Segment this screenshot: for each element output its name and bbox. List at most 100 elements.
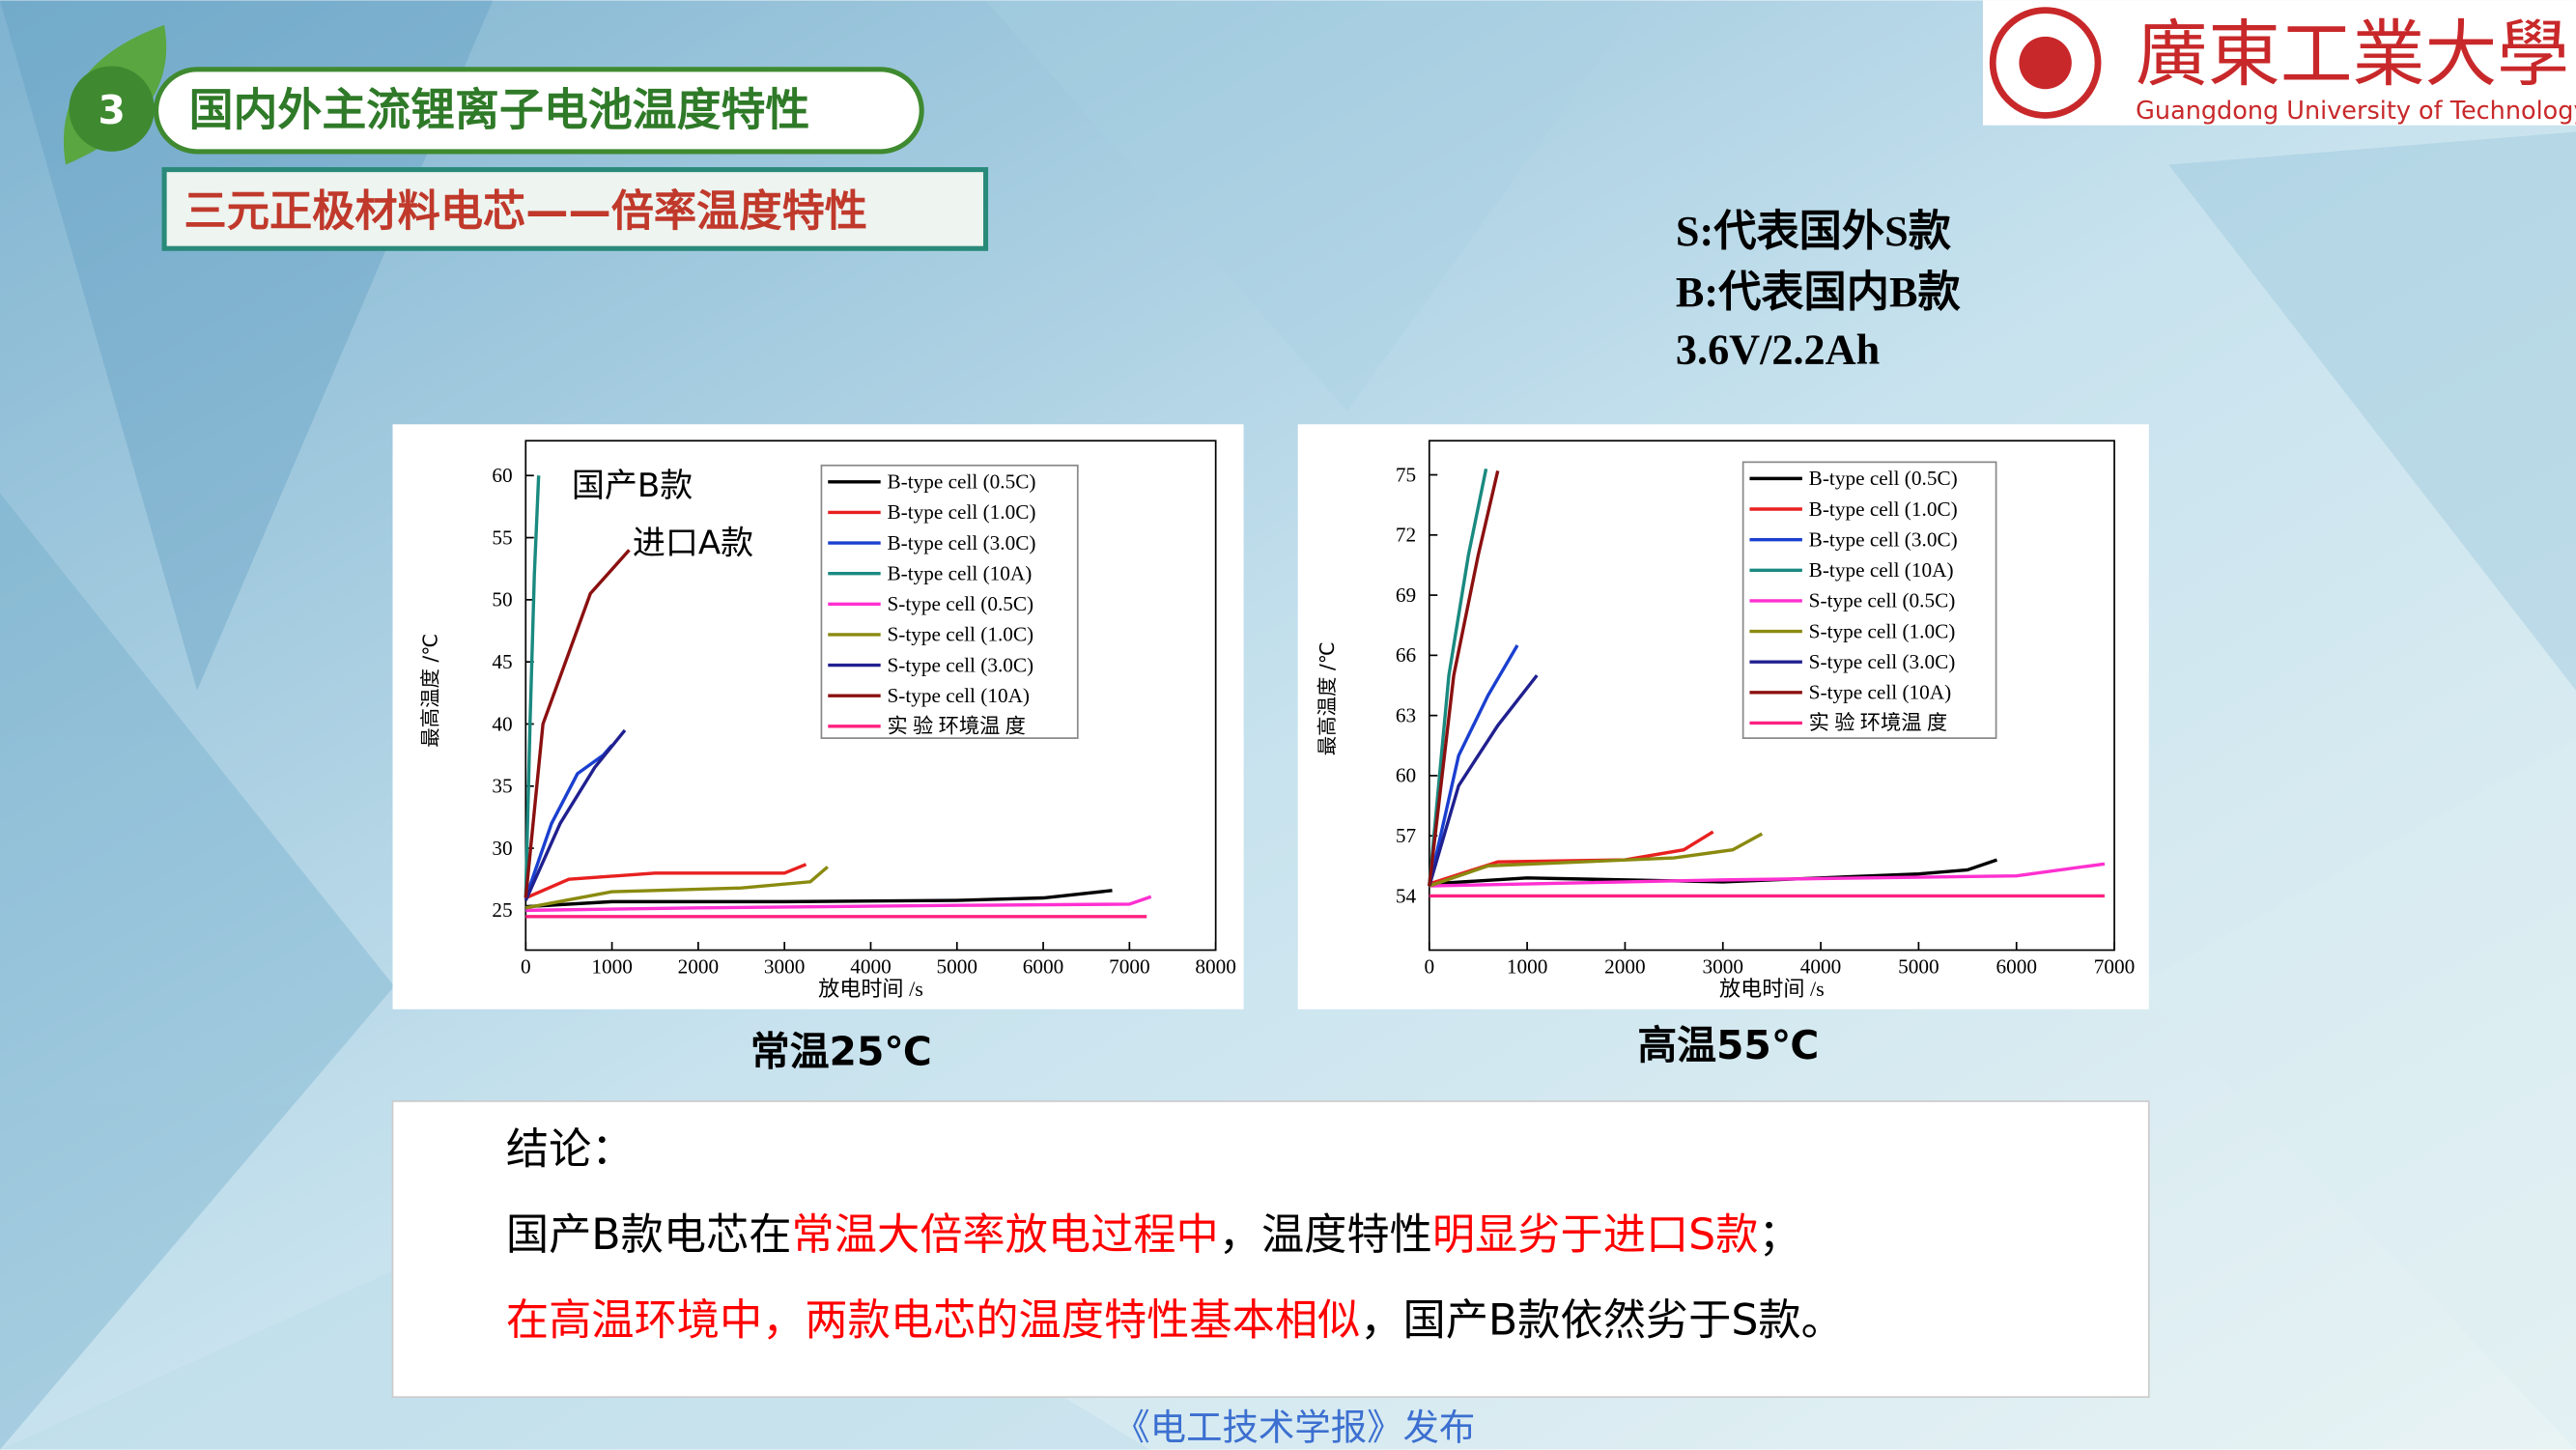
x-tick-label: 3000 (764, 954, 806, 978)
y-tick-label: 40 (492, 712, 512, 735)
y-axis-label: 最高温度 /℃ (418, 634, 441, 748)
number-badge (69, 66, 155, 152)
x-axis-label: 放电时间 /s (818, 977, 923, 1001)
series-line (1429, 862, 2106, 888)
y-tick-label: 25 (492, 898, 512, 922)
conclusion-segment: 在高温环境中，两款电芯的温度特性基本相似 (506, 1296, 1360, 1346)
legend-label: S-type cell (10A) (1809, 681, 1952, 704)
y-tick-label: 69 (1396, 583, 1416, 607)
conclusion-line: 在高温环境中，两款电芯的温度特性基本相似，国产B款依然劣于S款。 (506, 1296, 1844, 1346)
series-line (524, 866, 829, 910)
legend-label: B-type cell (10A) (887, 561, 1032, 584)
y-tick-label: 75 (1396, 463, 1416, 486)
conclusion-segment: 国产B款电芯在 (506, 1210, 792, 1260)
logo-english: Guangdong University of Technology (2136, 97, 2576, 126)
conclusion-line: 国产B款电芯在常温大倍率放电过程中，温度特性明显劣于进口S款； (506, 1210, 1801, 1260)
x-tick-label: 1000 (1507, 954, 1548, 978)
x-tick-label: 2000 (678, 954, 720, 978)
x-tick-label: 0 (1424, 954, 1434, 978)
conclusion-segment: ，温度特性 (1219, 1210, 1432, 1260)
legend-label: S-type cell (0.5C) (887, 592, 1033, 615)
chart-panel (1297, 424, 2149, 1009)
annotation: 进口A款 (633, 525, 753, 563)
legend-label: B-type cell (10A) (1809, 558, 1954, 582)
conclusion-title: 结论： (506, 1125, 635, 1175)
y-axis-label: 最高温度 /℃ (1316, 641, 1339, 755)
y-tick-label: 66 (1396, 643, 1416, 667)
x-axis-label: 放电时间 /s (1719, 977, 1825, 1001)
x-tick-label: 5000 (1898, 954, 1939, 978)
y-tick-label: 50 (492, 588, 512, 611)
legend-label: B-type cell (0.5C) (887, 470, 1035, 494)
conclusion-segment: 明显劣于进口S款 (1432, 1210, 1759, 1260)
section-number: 3 (98, 87, 125, 133)
x-tick-label: 1000 (591, 954, 633, 978)
legend-label: S-type cell (1.0C) (887, 623, 1033, 646)
x-tick-label: 6000 (1996, 954, 2037, 978)
conclusion-segment: ，国产B款依然劣于S款。 (1360, 1296, 1844, 1346)
series-line (1428, 468, 1488, 887)
x-tick-label: 7000 (1109, 954, 1150, 978)
legend-label: B-type cell (0.5C) (1809, 467, 1958, 490)
legend-label: S-type cell (3.0C) (887, 653, 1033, 676)
y-tick-label: 54 (1396, 884, 1417, 907)
title-bar (154, 67, 924, 155)
subtitle: 三元正极材料电芯——倍率温度特性 (184, 186, 868, 236)
chart-caption: 高温55℃ (1637, 1022, 1819, 1068)
y-tick-label: 30 (492, 837, 512, 860)
series-line (524, 475, 541, 898)
annotation: 国产B款 (572, 467, 693, 505)
legend-label: B-type cell (3.0C) (1809, 527, 1958, 551)
x-tick-label: 4000 (850, 954, 892, 978)
plot-frame (1428, 440, 2115, 952)
legend-label: 实 验 环境温 度 (887, 715, 1025, 738)
conclusion-segment: ； (1758, 1210, 1800, 1260)
series-line (524, 728, 627, 901)
series-line (1428, 469, 1500, 887)
y-tick-label: 55 (492, 526, 512, 549)
x-tick-label: 2000 (1604, 954, 1646, 978)
x-tick-label: 8000 (1195, 954, 1236, 978)
x-tick-label: 3000 (1703, 954, 1743, 978)
y-tick-label: 45 (492, 650, 512, 673)
x-tick-label: 5000 (937, 954, 978, 978)
x-tick-label: 7000 (2094, 954, 2136, 978)
y-tick-label: 60 (492, 464, 512, 487)
y-tick-label: 63 (1396, 703, 1416, 726)
x-tick-label: 4000 (1800, 954, 1842, 978)
y-tick-label: 72 (1396, 524, 1416, 547)
note: 3.6V/2.2Ah (1676, 326, 1880, 373)
legend-label: B-type cell (1.0C) (1809, 498, 1958, 521)
y-tick-label: 35 (492, 775, 512, 798)
series-line (1428, 644, 1519, 887)
chart-caption: 常温25℃ (750, 1029, 932, 1075)
footer: 《电工技术学报》发布 (1114, 1406, 1475, 1448)
logo-emblem (1989, 7, 2102, 119)
note: S:代表国外S款 (1676, 208, 1952, 255)
series-line (524, 549, 631, 898)
legend-label: S-type cell (3.0C) (1809, 650, 1956, 673)
legend-label: 实 验 环境温 度 (1809, 711, 1947, 734)
note: B:代表国内B款 (1676, 269, 1962, 316)
y-tick-label: 57 (1396, 824, 1417, 847)
series-line (524, 863, 807, 900)
logo-emblem-core (2019, 36, 2072, 90)
section-title: 国内外主流锂离子电池温度特性 (189, 84, 810, 136)
legend-label: S-type cell (1.0C) (1809, 619, 1956, 642)
x-tick-label: 0 (521, 954, 531, 978)
series-line (525, 889, 1113, 909)
conclusion-box (391, 1100, 2150, 1399)
series-line (1429, 832, 1764, 888)
subtitle-box (161, 167, 989, 251)
legend-label: S-type cell (10A) (887, 684, 1030, 707)
legend-label: B-type cell (3.0C) (887, 531, 1035, 554)
chart-panel (392, 424, 1244, 1009)
logo-name: 廣東工業大學 (2136, 15, 2569, 96)
legend-label: B-type cell (1.0C) (887, 500, 1035, 524)
series-line (1428, 674, 1539, 887)
legend-label: S-type cell (0.5C) (1809, 589, 1956, 612)
y-tick-label: 60 (1396, 764, 1416, 787)
conclusion-segment: 常温大倍率放电过程中 (792, 1210, 1219, 1260)
